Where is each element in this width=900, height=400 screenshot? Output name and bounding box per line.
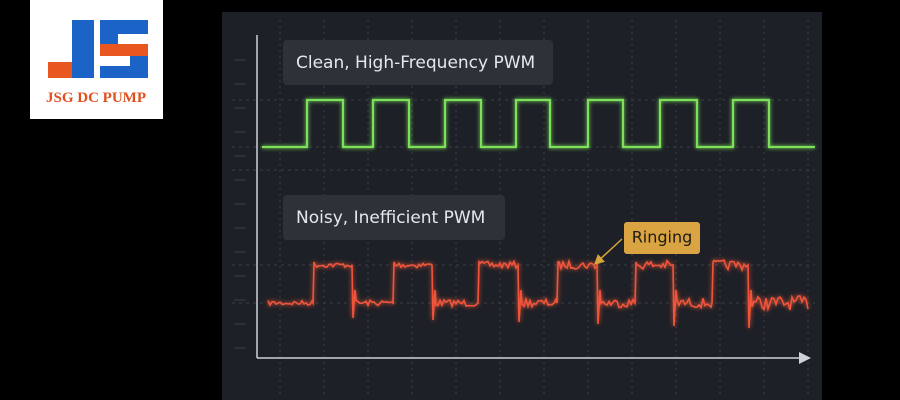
logo-s-top	[100, 20, 148, 34]
logo-s-mid	[100, 44, 148, 56]
logo-j	[72, 20, 94, 78]
logo: JSG DC PUMP	[30, 0, 163, 119]
noisy-label: Noisy, Inefficient PWM	[296, 208, 485, 228]
logo-j-foot	[48, 62, 72, 78]
clean-label: Clean, High-Frequency PWM	[296, 53, 535, 73]
callout-box	[624, 222, 700, 254]
label-box	[283, 40, 553, 85]
logo-s-bottom	[100, 66, 148, 78]
label-box	[283, 195, 505, 240]
callout-text: Ringing	[632, 228, 693, 247]
logo-text: JSG DC PUMP	[46, 90, 146, 106]
clean-waveform	[262, 98, 815, 149]
logo-s-side2	[130, 56, 148, 66]
callout-arrow	[593, 238, 623, 266]
noisy-waveform	[267, 258, 809, 329]
